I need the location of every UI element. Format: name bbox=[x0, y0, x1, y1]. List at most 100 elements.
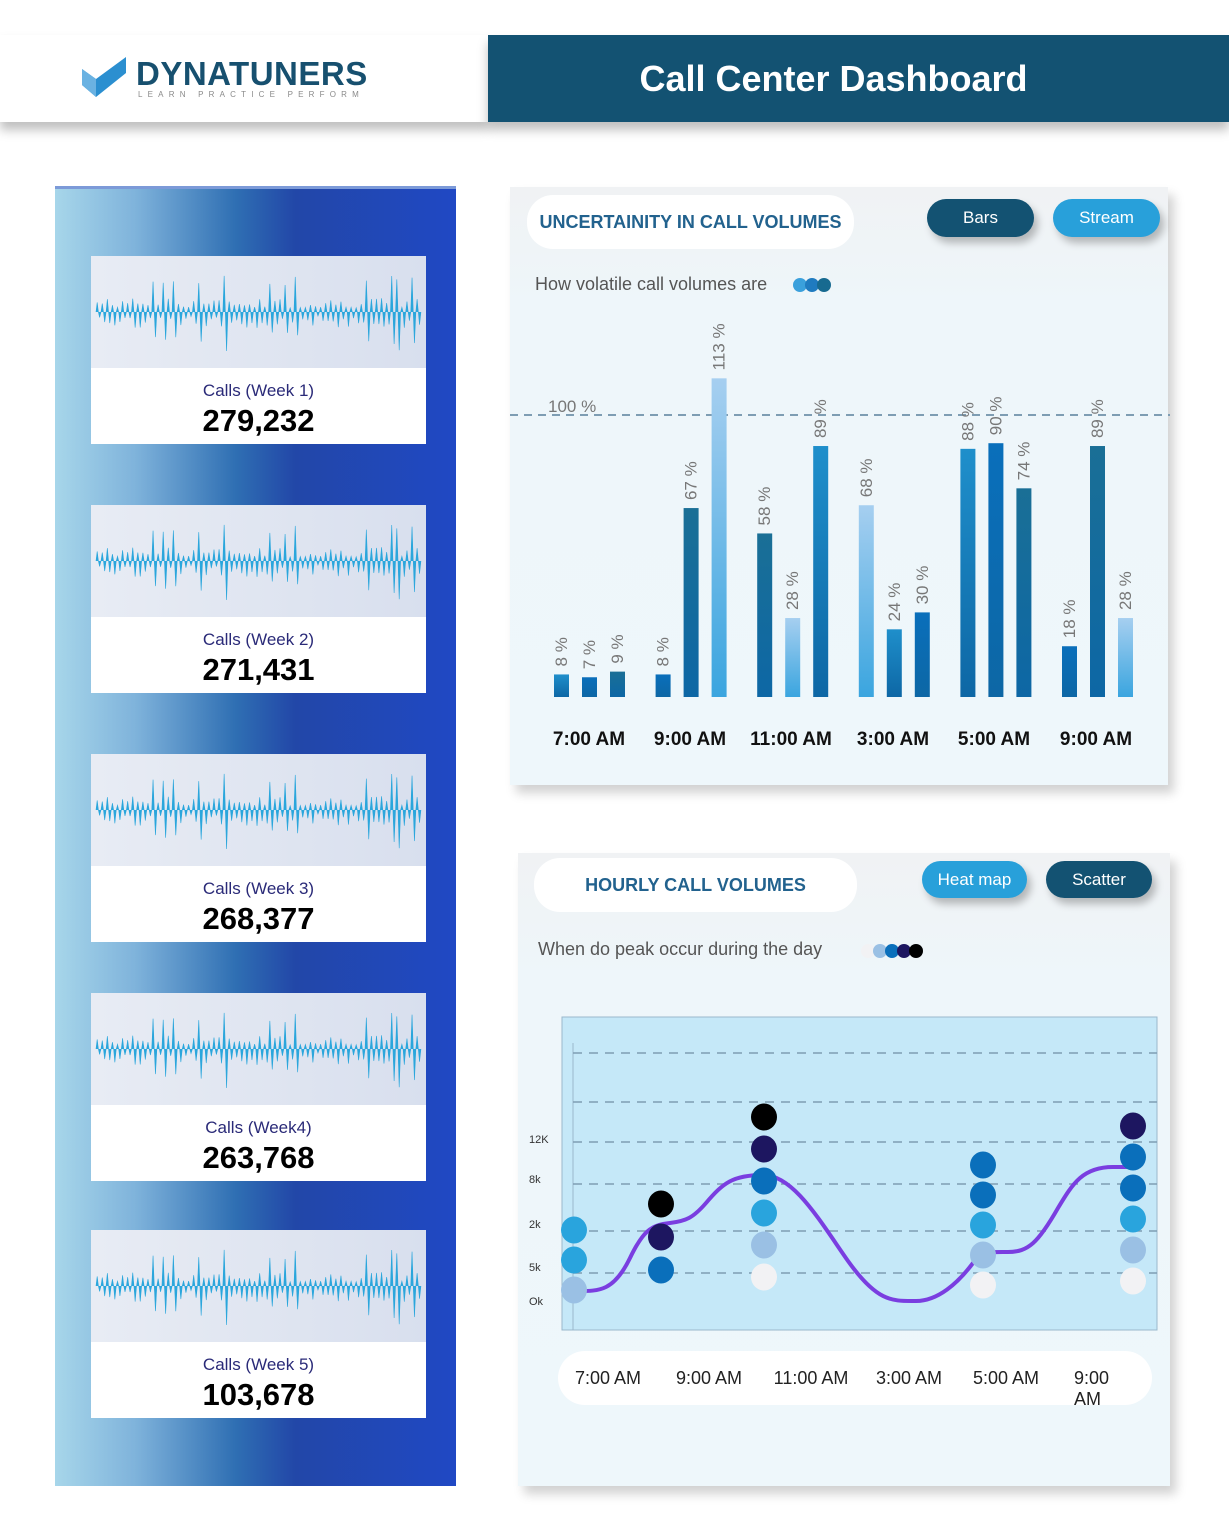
waveform bbox=[95, 1012, 422, 1088]
uncertainty-panel: UNCERTAINITY IN CALL VOLUMES Bars Stream… bbox=[510, 187, 1170, 785]
scatter-point bbox=[561, 1216, 587, 1244]
bar bbox=[988, 443, 1004, 697]
waveform bbox=[95, 773, 422, 849]
legend-dot bbox=[805, 278, 819, 292]
bar-data-label: 8 % bbox=[654, 637, 673, 666]
card-label: Calls (Week 5) bbox=[202, 1355, 315, 1374]
bar bbox=[655, 674, 671, 697]
card-value: 263,768 bbox=[202, 1140, 315, 1175]
bars-button[interactable]: Bars bbox=[927, 199, 1034, 237]
waveform-image bbox=[91, 256, 426, 368]
scatter-point bbox=[970, 1181, 996, 1209]
bar bbox=[582, 677, 597, 697]
x-tick-label: 9:00 AM bbox=[675, 1368, 743, 1388]
bar bbox=[914, 612, 930, 697]
scatter-point bbox=[561, 1246, 587, 1274]
weekly-calls-panel: Calls (Week 1) 279,232 Calls (Week 2) 27… bbox=[55, 186, 456, 1486]
bar-data-label: 74 % bbox=[1014, 442, 1033, 481]
header-bar: Call Center Dashboard bbox=[488, 35, 1229, 122]
panel-title: HOURLY CALL VOLUMES bbox=[534, 858, 857, 912]
bar-data-label: 67 % bbox=[682, 461, 701, 500]
y-tick-label: 2k bbox=[529, 1219, 541, 1231]
scatter-point bbox=[648, 1223, 674, 1251]
panel-subtitle: When do peak occur during the day bbox=[538, 939, 823, 959]
bar bbox=[1090, 446, 1105, 697]
week-card: Calls (Week4) 263,768 bbox=[91, 993, 426, 1181]
scatter-point bbox=[970, 1271, 996, 1299]
heatmap-button[interactable]: Heat map bbox=[922, 861, 1027, 898]
scatter-point bbox=[1120, 1205, 1146, 1233]
logo-tagline: LEARN PRACTICE PERFORM bbox=[138, 90, 364, 99]
card-value: 268,377 bbox=[202, 901, 315, 936]
scatter-point bbox=[648, 1190, 674, 1218]
bar bbox=[1062, 646, 1077, 697]
bar-data-label: 58 % bbox=[755, 487, 774, 526]
week-card: Calls (Week 2) 271,431 bbox=[91, 505, 426, 693]
scatter-point bbox=[751, 1231, 777, 1259]
bar-data-label: 113 % bbox=[710, 323, 729, 370]
y-tick-label: 12K bbox=[529, 1134, 549, 1146]
bar-data-label: 89 % bbox=[1088, 399, 1107, 438]
x-tick-label: 9:00 AM bbox=[654, 729, 726, 750]
hourly-panel: HOURLY CALL VOLUMES Heat map Scatter Whe… bbox=[518, 853, 1170, 1486]
card-label: Calls (Week4) bbox=[205, 1118, 312, 1137]
x-axis-pill bbox=[558, 1351, 1152, 1405]
bar-data-label: 90 % bbox=[986, 396, 1005, 435]
card-label: Calls (Week 2) bbox=[202, 630, 315, 649]
panel-title: UNCERTAINITY IN CALL VOLUMES bbox=[527, 195, 854, 249]
bar-data-label: 28 % bbox=[783, 571, 802, 610]
card-label: Calls (Week 1) bbox=[202, 381, 315, 400]
bar-data-label: 24 % bbox=[885, 583, 904, 622]
legend-dot bbox=[873, 944, 887, 958]
waveform-image bbox=[91, 993, 426, 1105]
x-tick-label: 5:00 AM bbox=[958, 729, 1030, 750]
waveform-image bbox=[91, 1230, 426, 1342]
panel-subtitle: How volatile call volumes are bbox=[535, 274, 768, 294]
scatter-point bbox=[561, 1276, 587, 1304]
bar-data-label: 68 % bbox=[857, 458, 876, 497]
scatter-point bbox=[970, 1211, 996, 1239]
bar bbox=[858, 505, 874, 697]
bar-data-label: 88 % bbox=[958, 402, 977, 441]
y-tick-label: 8k bbox=[529, 1174, 541, 1186]
reference-line-label: 100 % bbox=[548, 397, 596, 416]
bar-data-label: 89 % bbox=[811, 399, 830, 438]
legend-dot bbox=[861, 944, 875, 958]
bar bbox=[1118, 618, 1133, 697]
x-tick-label: 3:00 AM bbox=[875, 1368, 943, 1388]
scatter-button[interactable]: Scatter bbox=[1046, 861, 1152, 898]
bar-data-label: 9 % bbox=[608, 634, 627, 663]
bar bbox=[813, 446, 829, 697]
scatter-point bbox=[1120, 1236, 1146, 1264]
scatter-point bbox=[751, 1103, 777, 1131]
waveform-image bbox=[91, 505, 426, 617]
card-value: 103,678 bbox=[202, 1377, 315, 1412]
scatter-point bbox=[648, 1256, 674, 1284]
scatter-point bbox=[1120, 1174, 1146, 1202]
x-tick-label: 11:00 AM bbox=[773, 1368, 849, 1388]
waveform bbox=[95, 275, 422, 351]
scatter-point bbox=[970, 1151, 996, 1179]
stream-button[interactable]: Stream bbox=[1053, 199, 1160, 237]
logo-area: DYNATUNERS LEARN PRACTICE PERFORM bbox=[0, 35, 488, 122]
scatter-point bbox=[1120, 1143, 1146, 1171]
legend-dot bbox=[897, 944, 911, 958]
x-tick-label: 9:00 AM bbox=[1074, 1368, 1110, 1409]
waveform bbox=[95, 524, 422, 600]
scatter-point bbox=[751, 1135, 777, 1163]
bar bbox=[757, 533, 773, 697]
legend-dot bbox=[885, 944, 899, 958]
x-tick-label: 7:00 AM bbox=[553, 729, 625, 750]
y-tick-label: 5k bbox=[529, 1262, 541, 1274]
bar-data-label: 30 % bbox=[913, 566, 932, 605]
bar-data-label: 8 % bbox=[552, 637, 571, 666]
week-card: Calls (Week 3) 268,377 bbox=[91, 754, 426, 942]
page-title: Call Center Dashboard bbox=[639, 57, 1028, 99]
y-tick-label: Ok bbox=[529, 1296, 544, 1308]
scatter-point bbox=[1120, 1112, 1146, 1140]
x-tick-label: 11:00 AM bbox=[750, 729, 832, 750]
x-tick-label: 3:00 AM bbox=[857, 729, 929, 750]
waveform-image bbox=[91, 754, 426, 866]
scatter-point bbox=[751, 1199, 777, 1227]
waveform bbox=[95, 1249, 422, 1325]
